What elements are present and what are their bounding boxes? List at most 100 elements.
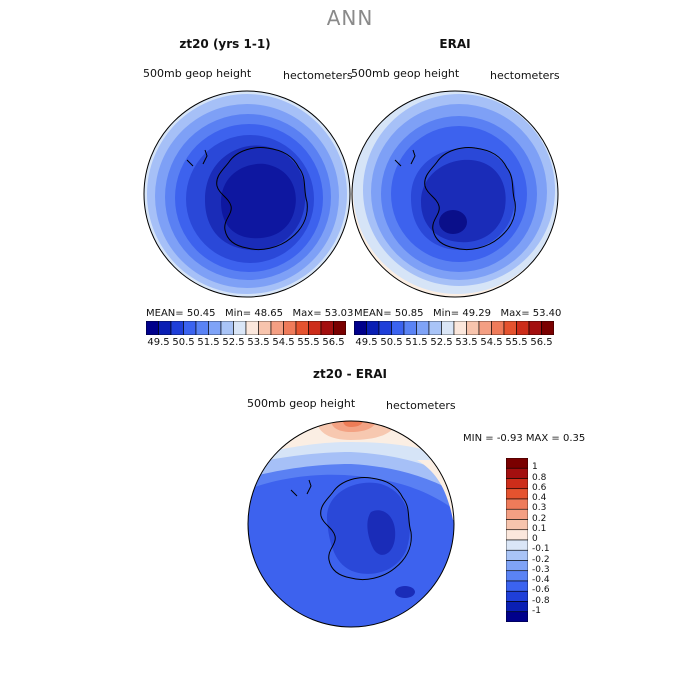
colorbar-swatch — [453, 321, 467, 335]
colorbar-swatch — [506, 488, 528, 500]
antarctica-coastline — [186, 147, 308, 251]
colorbar-diff — [506, 458, 528, 622]
stats-model: MEAN= 50.45 Min= 48.65 Max= 53.03 — [146, 308, 353, 319]
stat-min-label: MIN = — [463, 433, 494, 444]
colorbar-swatch — [320, 321, 334, 335]
colorbar-swatch — [506, 519, 528, 531]
colorbar-swatch — [416, 321, 430, 335]
colorbar-tick-label: 49.5 — [147, 337, 170, 348]
stat-min-value: 49.29 — [462, 308, 491, 319]
stat-min-value: 48.65 — [254, 308, 283, 319]
colorbar-swatch — [506, 478, 528, 490]
panel-title-diff: zt20 - ERAI — [313, 367, 387, 381]
colorbar-tick-label: 55.5 — [297, 337, 320, 348]
units-label-model: hectometers — [283, 69, 353, 82]
units-label-diff: hectometers — [386, 399, 456, 412]
colorbar-swatch — [208, 321, 222, 335]
colorbar-tick-label: 50.5 — [380, 337, 403, 348]
stats-erai: MEAN= 50.85 Min= 49.29 Max= 53.40 — [354, 308, 561, 319]
colorbar-swatch — [170, 321, 184, 335]
colorbar-tick-label: 0 — [532, 534, 538, 544]
colorbar-swatch — [506, 549, 528, 561]
colorbar-swatch — [528, 321, 542, 335]
colorbar-erai — [354, 321, 554, 335]
stat-max-value: 53.03 — [324, 308, 354, 319]
colorbar-swatch — [466, 321, 480, 335]
colorbar-model — [146, 321, 346, 335]
colorbar-swatch — [506, 539, 528, 551]
colorbar-ticks-model: 49.5 50.5 51.5 52.5 53.5 54.5 55.5 56.5 — [146, 337, 346, 351]
colorbar-swatch — [506, 508, 528, 520]
colorbar-swatch — [391, 321, 405, 335]
antarctica-coastline — [394, 147, 516, 251]
colorbar-tick-label: 1 — [532, 462, 538, 473]
colorbar-swatch — [195, 321, 209, 335]
colorbar-tick-label: 0.2 — [532, 513, 547, 524]
colorbar-swatch — [378, 321, 392, 335]
colorbar-swatch — [506, 580, 528, 592]
stat-max-value: 0.35 — [562, 433, 586, 444]
stat-mean-value: 50.85 — [394, 308, 424, 319]
colorbar-swatch — [491, 321, 505, 335]
colorbar-swatch — [541, 321, 554, 335]
main-title: ANN — [326, 6, 374, 30]
polar-map-diff — [247, 420, 455, 628]
colorbar-tick-label: 0.6 — [532, 482, 547, 493]
colorbar-swatch — [506, 560, 528, 572]
colorbar-tick-label: 51.5 — [405, 337, 428, 348]
colorbar-swatch — [506, 611, 528, 622]
stat-mean-label: MEAN= — [354, 308, 392, 319]
colorbar-tick-label: 56.5 — [530, 337, 553, 348]
map-boundary — [351, 90, 559, 298]
units-label-erai: hectometers — [490, 69, 560, 82]
colorbar-tick-label: 0.4 — [532, 493, 547, 503]
colorbar-swatch — [506, 570, 528, 582]
colorbar-tick-label: 56.5 — [322, 337, 345, 348]
antarctica-coastline — [290, 477, 412, 581]
colorbar-swatch — [506, 601, 528, 613]
contour-band — [343, 421, 363, 427]
polar-map-model — [143, 90, 351, 298]
colorbar-swatch — [308, 321, 322, 335]
map-boundary — [247, 420, 455, 628]
stats-diff: MIN = -0.93 MAX = 0.35 — [463, 433, 585, 444]
colorbar-swatch — [183, 321, 197, 335]
colorbar-tick-label: 53.5 — [247, 337, 270, 348]
colorbar-tick-label: -0.2 — [532, 554, 550, 565]
colorbar-tick-label: 49.5 — [355, 337, 378, 348]
colorbar-swatch — [366, 321, 380, 335]
stat-max-value: 53.40 — [532, 308, 562, 319]
colorbar-tick-label: 52.5 — [430, 337, 453, 348]
stat-max-label: Max= — [292, 308, 322, 319]
colorbar-tick-label: 54.5 — [480, 337, 503, 348]
colorbar-ticks-erai: 49.5 50.5 51.5 52.5 53.5 54.5 55.5 56.5 — [354, 337, 554, 351]
colorbar-swatch — [506, 467, 528, 479]
stat-max-label: MAX = — [525, 433, 560, 444]
colorbar-tick-label: 54.5 — [272, 337, 295, 348]
colorbar-tick-label: -0.4 — [532, 575, 550, 585]
colorbar-swatch — [158, 321, 172, 335]
stat-min-label: Min= — [433, 308, 460, 319]
colorbar-swatch — [220, 321, 234, 335]
colorbar-tick-label: 52.5 — [222, 337, 245, 348]
colorbar-tick-label: 55.5 — [505, 337, 528, 348]
colorbar-swatch — [478, 321, 492, 335]
variable-label-model: 500mb geop height — [143, 67, 252, 80]
colorbar-swatch — [428, 321, 442, 335]
variable-label-erai: 500mb geop height — [351, 67, 460, 80]
colorbar-ticks-diff: 1 0.8 0.6 0.4 0.3 0.2 0.1 0 -0.1 -0.2 -0.3 -0.4 -0.6… — [532, 458, 572, 622]
colorbar-tick-label: -0.3 — [532, 564, 550, 575]
contour-band — [221, 163, 296, 239]
colorbar-swatch — [233, 321, 247, 335]
colorbar-tick-label: -1 — [532, 605, 541, 616]
stat-max-label: Max= — [500, 308, 530, 319]
stat-min-value: -0.93 — [496, 433, 523, 444]
colorbar-tick-label: 0.8 — [532, 472, 547, 483]
colorbar-tick-label: -0.1 — [532, 544, 550, 555]
colorbar-tick-label: 51.5 — [197, 337, 220, 348]
contour-band — [395, 586, 415, 598]
contour-band — [439, 210, 467, 234]
variable-label-diff: 500mb geop height — [247, 397, 356, 410]
colorbar-tick-label: -0.8 — [532, 595, 550, 606]
colorbar-swatch — [146, 321, 159, 335]
